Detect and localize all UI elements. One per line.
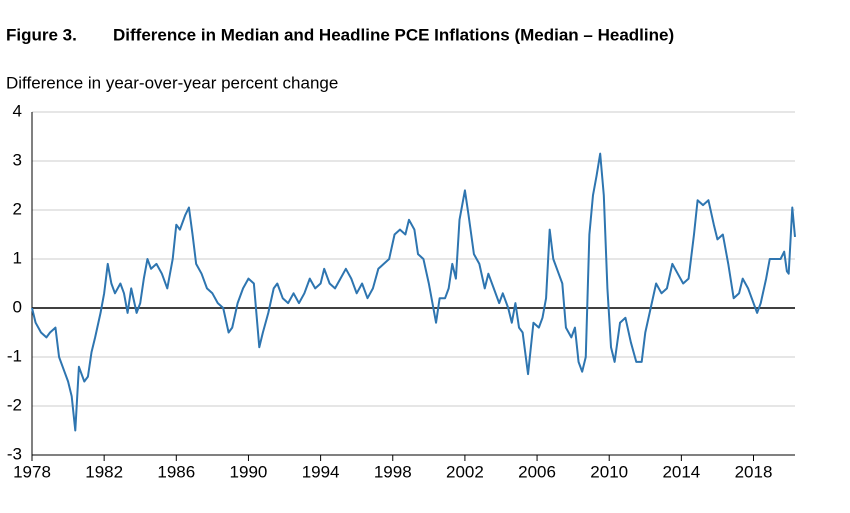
figure-label: Figure 3.	[6, 25, 77, 44]
x-tick-label: 1990	[230, 462, 268, 481]
x-tick-label: 2006	[518, 462, 556, 481]
x-tick-label: 1998	[374, 462, 412, 481]
y-tick-label: 1	[13, 248, 22, 267]
x-tick-label: 2014	[662, 462, 700, 481]
x-tick-label: 1994	[302, 462, 340, 481]
y-tick-label: -2	[7, 395, 22, 414]
y-tick-label: 3	[13, 150, 22, 169]
y-tick-label: 2	[13, 199, 22, 218]
y-tick-label: -3	[7, 444, 22, 463]
x-tick-label: 2002	[446, 462, 484, 481]
data-line	[31, 152, 796, 432]
x-tick-label: 2018	[735, 462, 773, 481]
x-tick-label: 2010	[590, 462, 628, 481]
y-tick-label: 4	[13, 101, 22, 120]
y-tick-label: 0	[13, 297, 22, 316]
x-tick-label: 1986	[157, 462, 195, 481]
y-axis-label: Difference in year-over-year percent cha…	[6, 73, 338, 92]
x-tick-label: 1978	[13, 462, 51, 481]
x-tick-label: 1982	[85, 462, 123, 481]
chart-title: Difference in Median and Headline PCE In…	[113, 25, 674, 44]
y-tick-label: -1	[7, 346, 22, 365]
